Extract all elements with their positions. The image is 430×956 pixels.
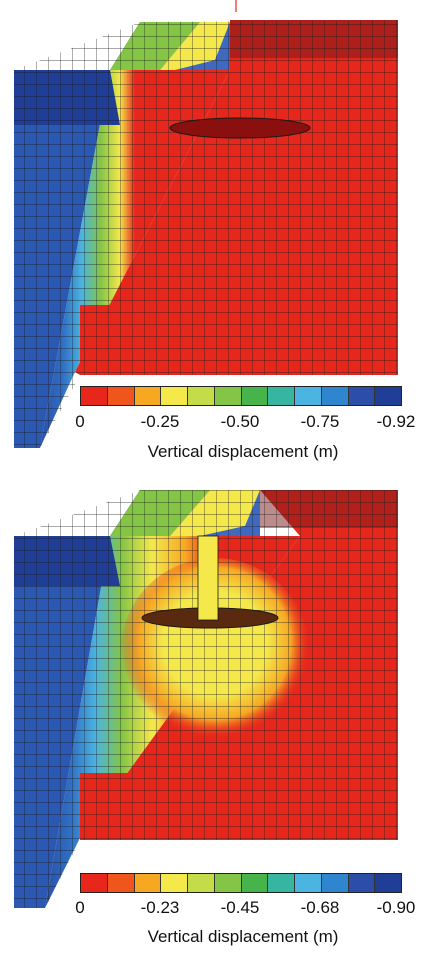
colorbar-tick-label: -0.75 <box>300 412 340 431</box>
colorbar-tick-label: -0.90 <box>376 898 416 917</box>
colorbar-tick-label: -0.68 <box>300 898 340 917</box>
cavity-lens <box>169 117 311 139</box>
colorbar-cell <box>268 874 295 892</box>
colorbar-cell <box>107 874 135 892</box>
displacement-panel-2: 0 -0.23 -0.45 -0.68 -0.90 Vertical displ… <box>0 478 430 956</box>
fe-mesh-contour-1 <box>14 0 398 448</box>
colorbar-cell <box>188 387 215 405</box>
colorbar-cell <box>348 874 376 892</box>
colorbar-cell <box>375 874 401 892</box>
displacement-panel-1: 0 -0.25 -0.50 -0.75 -0.92 Vertical displ… <box>14 0 416 461</box>
colorbar-cell <box>295 874 322 892</box>
colorbar-title: Vertical displacement (m) <box>147 442 339 461</box>
fe-mesh-contour-2 <box>14 490 398 908</box>
colorbar-tick-label: 0 <box>75 412 85 431</box>
colorbar-cell <box>107 387 135 405</box>
colorbar-cell <box>188 874 215 892</box>
colorbar-1 <box>80 386 402 406</box>
colorbar-cell <box>241 387 269 405</box>
colorbar-cell <box>214 387 242 405</box>
colorbar-cell <box>134 874 162 892</box>
colorbar-cell <box>161 874 188 892</box>
colorbar-cell <box>268 387 295 405</box>
colorbar-cell <box>134 387 162 405</box>
colorbar-cell <box>375 387 401 405</box>
colorbar-cell <box>295 387 322 405</box>
mesh-overlay <box>14 20 398 448</box>
mesh-overlay <box>14 490 398 908</box>
colorbar-2 <box>80 873 402 893</box>
colorbar-cell <box>81 387 108 405</box>
colorbar-tick-label: -0.50 <box>220 412 260 431</box>
colorbar-tick-label: -0.25 <box>140 412 180 431</box>
colorbar-cell <box>161 387 188 405</box>
shaft <box>197 535 219 621</box>
colorbar-cell <box>214 874 242 892</box>
colorbar-cell <box>321 874 349 892</box>
colorbar-tick-label: -0.92 <box>376 412 416 431</box>
colorbar-cell <box>348 387 376 405</box>
colorbar-cell <box>81 874 108 892</box>
colorbar-cell <box>321 387 349 405</box>
colorbar-tick-label: 0 <box>75 898 85 917</box>
colorbar-cell <box>241 874 269 892</box>
colorbar-tick-label: -0.23 <box>140 898 180 917</box>
colorbar-title: Vertical displacement (m) <box>147 927 339 946</box>
colorbar-tick-label: -0.45 <box>220 898 260 917</box>
